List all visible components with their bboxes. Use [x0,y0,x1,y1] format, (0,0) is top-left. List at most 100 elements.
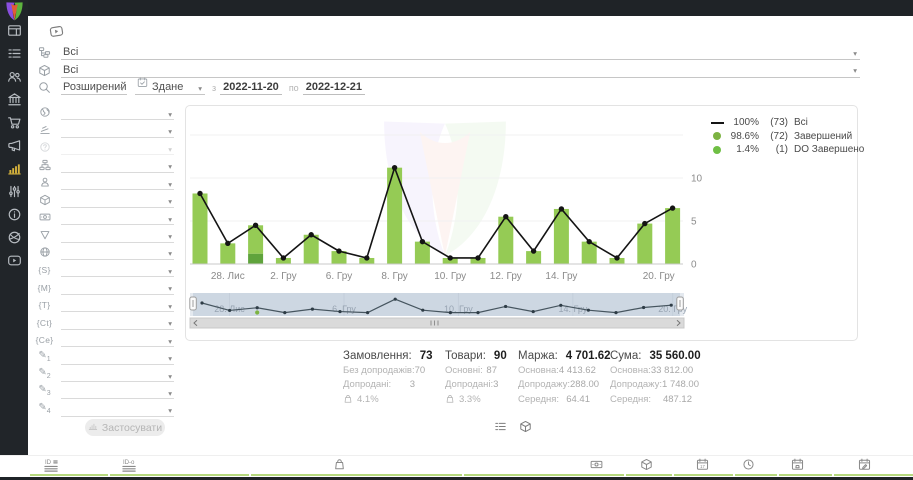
svg-text:0: 0 [691,260,697,271]
search-filter-row: Розширений ▾ Здане ▾ з 2022-11-20 по 202… [28,77,860,95]
sidebar-item-sphere[interactable] [0,226,28,249]
product-filter-row: Всі ▾ [28,61,860,78]
bottom-tab-clock[interactable] [735,456,777,476]
search-mode-select[interactable]: Розширений ▾ [61,80,127,95]
layers-select[interactable]: ▾ [61,124,174,138]
app-logo[interactable] [3,1,26,27]
legend-item-1[interactable]: 98.6% (72) Завершений [709,130,864,144]
banknote-select[interactable]: ▾ [61,211,174,226]
stats-list-icon [494,420,507,433]
stat-title: Товари: 90 [445,350,507,362]
category-value: Всі [63,46,79,58]
chart-mini-icon [88,421,98,434]
chevron-down-icon: ▾ [168,388,172,398]
cal-bag-icon [791,458,804,471]
cube-select[interactable]: ▾ [61,194,174,208]
category-icon [28,46,61,60]
s-var-select[interactable]: ▾ [61,263,174,278]
sphere-icon [7,230,22,245]
bottom-tab-cal-edit[interactable] [834,456,913,476]
globe-grid-select[interactable]: ▾ [61,246,174,260]
chart-range-navigator[interactable]: 28. Лис 6. Гру 10. Гру 14. Гру 20. Гру [186,292,688,332]
side-filter-row-funnel: ▾ [28,225,176,243]
help-icon [39,141,51,153]
cal-17-icon: 17 [696,458,709,471]
cube-icon [519,420,532,433]
stat-row: Допродажу: 1 748.00 [610,379,699,391]
bottom-tab-cal-bag[interactable] [779,456,832,476]
chevron-down-icon: ▾ [120,83,124,93]
note-4-select[interactable]: ▾ [61,403,174,417]
bottom-tab-id-o[interactable] [110,456,249,476]
legend-item-0[interactable]: 100% (73) Всі [709,116,864,130]
banknote-icon [590,458,603,476]
view-toggle-stats-list[interactable] [494,420,507,438]
person-icon [39,176,51,188]
sitemap-select[interactable]: ▾ [61,159,174,173]
bank-icon [7,92,22,107]
search-icon [38,81,51,94]
person-select[interactable]: ▾ [61,176,174,191]
sidebar-item-panel[interactable] [0,19,28,42]
world-select[interactable]: ▾ [61,106,174,121]
ct-var-select[interactable]: ▾ [61,316,174,330]
help-icon [28,141,61,155]
bag-icon [343,394,353,404]
s-var-icon: {S} [38,265,51,276]
navigator-scrollbar[interactable] [189,317,685,329]
scroll-left-arrow[interactable] [193,319,198,327]
apply-button[interactable]: Застосувати [85,419,165,436]
note-2-select[interactable]: ▾ [61,368,174,382]
date-type-select[interactable]: Здане ▾ [135,77,205,95]
sidebar-item-bank[interactable] [0,88,28,111]
sidebar-item-video[interactable] [0,249,28,272]
id-o-icon: ID-o [122,458,141,478]
legend-item-2[interactable]: 1.4% (1) DO Завершено [709,143,864,157]
bottom-tab-cal-17[interactable] [674,456,733,476]
video-tutorial-button[interactable] [45,23,67,41]
bottom-tab-id-eq[interactable] [30,456,108,476]
side-filter-row-note-3: ✎3 ▾ [28,382,176,400]
funnel-icon [28,229,61,243]
sidebar-item-megaphone[interactable] [0,134,28,157]
date-to-input[interactable]: 2022-12-21 [302,81,365,95]
legend-dot-swatch [709,145,725,154]
cube-icon [39,194,51,206]
bottom-strip [0,477,913,480]
legend-dot-swatch [709,132,725,141]
sidebar-item-list-menu[interactable] [0,42,28,65]
svg-text:ID: ID [45,459,52,466]
sidebar-item-cart[interactable] [0,111,28,134]
chevron-down-icon: ▾ [168,179,172,189]
m-var-select[interactable]: ▾ [61,281,174,295]
range-handle-right[interactable] [676,296,684,311]
note-1-select[interactable]: ▾ [61,351,174,365]
date-from-input[interactable]: 2022-11-20 [220,81,282,95]
sidebar-item-chart-bars[interactable] [0,157,28,180]
category-select[interactable]: Всі ▾ [61,45,860,60]
legend-count: (72) [770,130,788,142]
chevron-down-icon: ▾ [853,66,857,75]
bottom-tab-banknote[interactable] [464,456,624,476]
sidebar-item-info[interactable] [0,203,28,226]
product-select[interactable]: Всі ▾ [61,63,860,78]
note-3-select[interactable]: ▾ [61,385,174,400]
ce-var-select[interactable]: ▾ [61,333,174,348]
pencil-4-icon: ✎4 [38,401,51,415]
chevron-down-icon: ▾ [168,162,172,172]
clock-icon [742,458,755,471]
bottom-tab-package[interactable] [626,456,672,476]
id-eq-icon: ID [44,458,63,478]
scroll-right-arrow[interactable] [676,319,681,327]
range-handle-left[interactable] [189,296,197,311]
funnel-select[interactable]: ▾ [61,229,174,243]
stat-row: Допродані: 3 [343,379,415,391]
panel-icon [7,23,22,38]
bottom-tab-bag[interactable] [251,456,462,476]
megaphone-icon [7,138,22,153]
sidebar-item-users[interactable] [0,65,28,88]
view-toggle-cube[interactable] [519,420,532,438]
sidebar-item-sliders[interactable] [0,180,28,203]
svg-text:2. Гру: 2. Гру [270,271,296,282]
t-var-select[interactable]: ▾ [61,298,174,313]
